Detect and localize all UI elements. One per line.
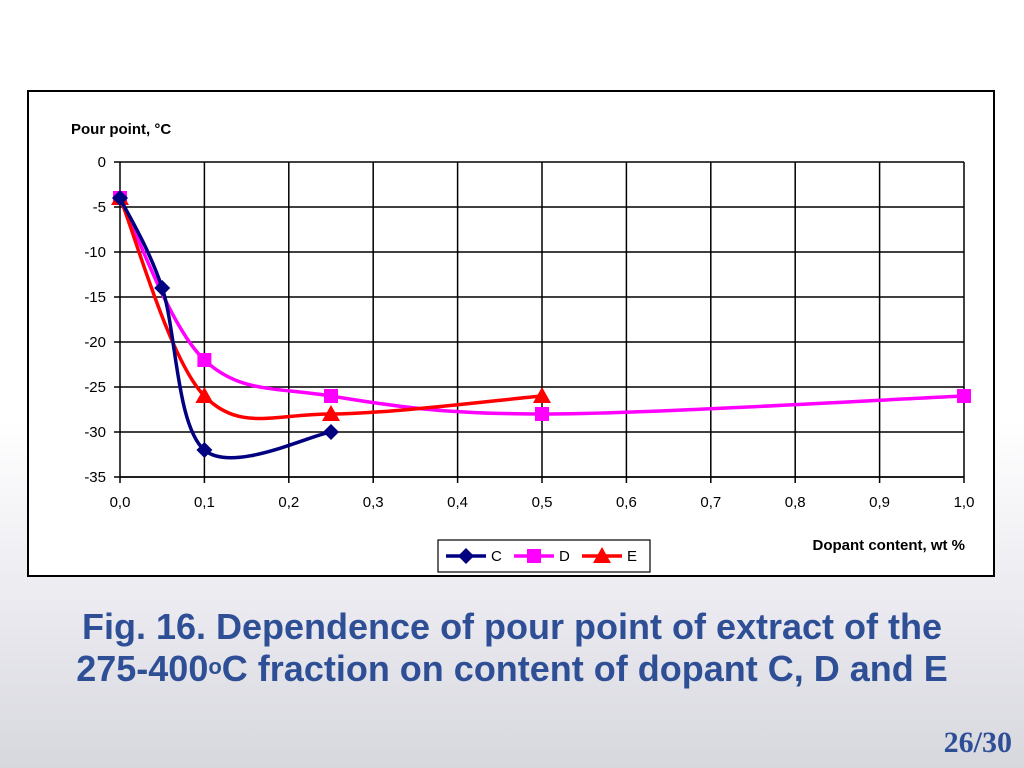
series-line-C xyxy=(118,197,332,460)
y-tick-label: -30 xyxy=(84,424,106,441)
data-point-E xyxy=(322,405,340,421)
y-tick-label: 0 xyxy=(98,154,106,171)
slide-number: 26/30 xyxy=(943,726,1012,759)
y-tick-label: -35 xyxy=(84,469,106,486)
data-point-D xyxy=(957,389,971,403)
figure-caption: Fig. 16. Dependence of pour point of ext… xyxy=(0,606,1024,690)
data-point-E xyxy=(195,387,214,403)
y-tick-label: -20 xyxy=(84,334,106,351)
chart-svg: 0,0 0,1 0,2 0,3 0,4 0,5 0,6 0,7 0,8 0,9 1,0 0 -5 -10 -… xyxy=(71,121,974,573)
x-tick-label: 1,0 xyxy=(954,494,975,511)
data-point-C xyxy=(112,190,128,206)
series-line-E xyxy=(118,197,543,421)
legend-label-D: D xyxy=(559,548,570,565)
legend-label-C: C xyxy=(491,548,502,565)
data-point-D xyxy=(324,389,338,403)
legend: C D E xyxy=(437,539,651,573)
x-tick-label: 0,7 xyxy=(700,494,721,511)
legend-marker-E xyxy=(593,547,611,563)
grid xyxy=(120,161,965,478)
series xyxy=(111,189,971,460)
caption-line-2-suffix: C fraction on content of dopant C, D and… xyxy=(221,648,948,689)
caption-degree-sup: o xyxy=(208,654,222,679)
data-point-D xyxy=(197,353,212,367)
x-tick-label: 0,2 xyxy=(278,494,299,511)
x-tick-label: 0,1 xyxy=(194,494,215,511)
data-point-D xyxy=(535,407,549,421)
series-line-D xyxy=(118,197,965,416)
x-tick-label: 0,0 xyxy=(110,494,131,511)
x-tick-label: 0,3 xyxy=(363,494,384,511)
data-point-C xyxy=(154,280,171,296)
y-axis-label: Pour point, °C xyxy=(71,121,171,138)
caption-line-2-prefix: 275-400 xyxy=(76,648,209,689)
axes: 0,0 0,1 0,2 0,3 0,4 0,5 0,6 0,7 0,8 0,9 1,0 0 -5 -10 -… xyxy=(84,154,974,511)
y-tick-label: -25 xyxy=(84,379,106,396)
x-tick-label: 0,9 xyxy=(869,494,890,511)
data-point-C xyxy=(323,424,339,440)
caption-line-2: 275-400oC fraction on content of dopant … xyxy=(0,648,1024,690)
x-tick-label: 0,4 xyxy=(447,494,468,511)
chart-frame: 0,0 0,1 0,2 0,3 0,4 0,5 0,6 0,7 0,8 0,9 1,0 0 -5 -10 -… xyxy=(27,90,995,577)
y-tick-label: -5 xyxy=(93,199,106,216)
x-tick-label: 0,6 xyxy=(616,494,637,511)
data-point-E xyxy=(533,387,551,403)
y-tick-label: -15 xyxy=(84,289,106,306)
legend-label-E: E xyxy=(627,548,637,565)
y-tick-label: -10 xyxy=(84,244,106,261)
x-tick-label: 0,5 xyxy=(532,494,553,511)
x-axis-label: Dopant content, wt % xyxy=(813,537,966,554)
x-tick-label: 0,8 xyxy=(785,494,806,511)
legend-marker-C xyxy=(458,548,474,564)
caption-line-1: Fig. 16. Dependence of pour point of ext… xyxy=(81,606,943,647)
legend-marker-D xyxy=(527,549,541,563)
data-point-C xyxy=(196,442,213,458)
